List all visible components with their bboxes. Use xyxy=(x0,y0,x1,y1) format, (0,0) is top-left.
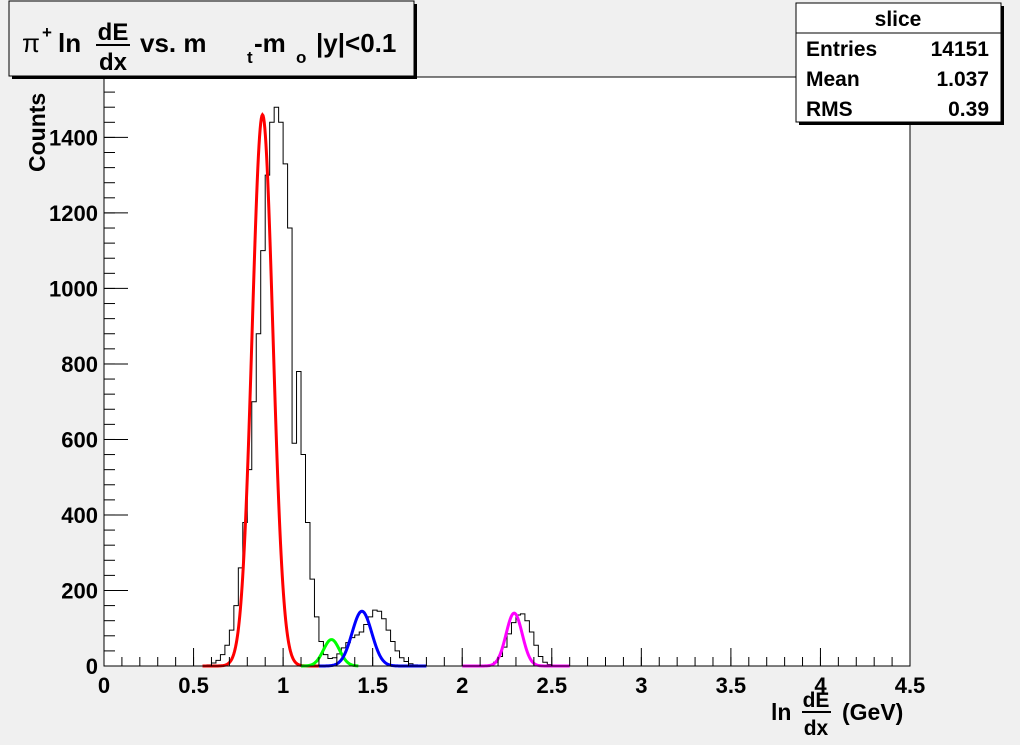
title-charge: + xyxy=(42,23,52,42)
x-axis-label-numerator: dE xyxy=(803,689,830,712)
x-tick-label: 2.5 xyxy=(536,673,567,698)
stats-box: slice Entries 14151 Mean 1.037 RMS 0.39 xyxy=(795,2,1004,125)
y-tick-label: 0 xyxy=(86,654,98,679)
stats-box-title: slice xyxy=(875,8,922,31)
y-axis-label: Counts xyxy=(24,93,50,172)
stats-mean-label: Mean xyxy=(806,68,860,91)
plot-frame xyxy=(103,76,911,667)
stats-entries-label: Entries xyxy=(806,38,877,61)
x-axis-label: ln dE dx (GeV) xyxy=(771,689,903,740)
x-tick-label: 3.5 xyxy=(716,673,747,698)
x-tick-label: 1 xyxy=(277,673,289,698)
x-tick-label: 4.5 xyxy=(895,673,926,698)
title-vs: vs. m xyxy=(140,28,207,58)
x-tick-label: 2 xyxy=(456,673,468,698)
x-axis-label-denominator: dx xyxy=(804,717,829,740)
stats-rms-value: 0.39 xyxy=(948,98,989,121)
title-fraction-denominator: dx xyxy=(99,49,128,76)
stats-rms-label: RMS xyxy=(806,98,853,121)
x-axis-label-unit: (GeV) xyxy=(842,699,903,725)
title-fraction-numerator: dE xyxy=(98,19,129,46)
axes: 0 0.5 1 1.5 2 2.5 3 3.5 4 4.5 0 200 400 600 800 1000 120… xyxy=(49,76,926,698)
y-tick-label: 1400 xyxy=(49,125,98,150)
y-tick-label: 800 xyxy=(61,352,98,377)
x-tick-label: 4 xyxy=(814,673,827,698)
stats-mean-value: 1.037 xyxy=(936,68,989,91)
title-box xyxy=(8,0,415,77)
x-tick-label: 0 xyxy=(98,673,110,698)
fit-curve-1 xyxy=(301,638,359,668)
title-dash-m: -m xyxy=(254,28,286,58)
x-tick-label: 0.5 xyxy=(178,673,209,698)
y-tick-label: 1000 xyxy=(49,276,98,301)
stats-box-frame xyxy=(795,2,1002,123)
x-tick-label: 3 xyxy=(635,673,647,698)
y-tick-label: 200 xyxy=(61,578,98,603)
y-tick-label: 400 xyxy=(61,503,98,528)
x-tick-label: 1.5 xyxy=(357,673,388,698)
histogram xyxy=(193,106,584,667)
title-subscript-o: o xyxy=(296,48,306,67)
y-tick-label: 600 xyxy=(61,427,98,452)
histogram-outline xyxy=(193,106,584,667)
title-particle: π xyxy=(22,28,40,58)
title-ln: ln xyxy=(58,28,81,58)
y-tick-label: 1200 xyxy=(49,201,98,226)
title-subscript-t: t xyxy=(247,48,253,67)
chart-title: π + ln dE dx vs. m t -m o |y|<0.1 xyxy=(8,0,417,79)
title-rapidity-cut: |y|<0.1 xyxy=(316,28,396,58)
stats-entries-value: 14151 xyxy=(931,38,990,61)
x-axis-label-prefix: ln xyxy=(771,699,791,725)
